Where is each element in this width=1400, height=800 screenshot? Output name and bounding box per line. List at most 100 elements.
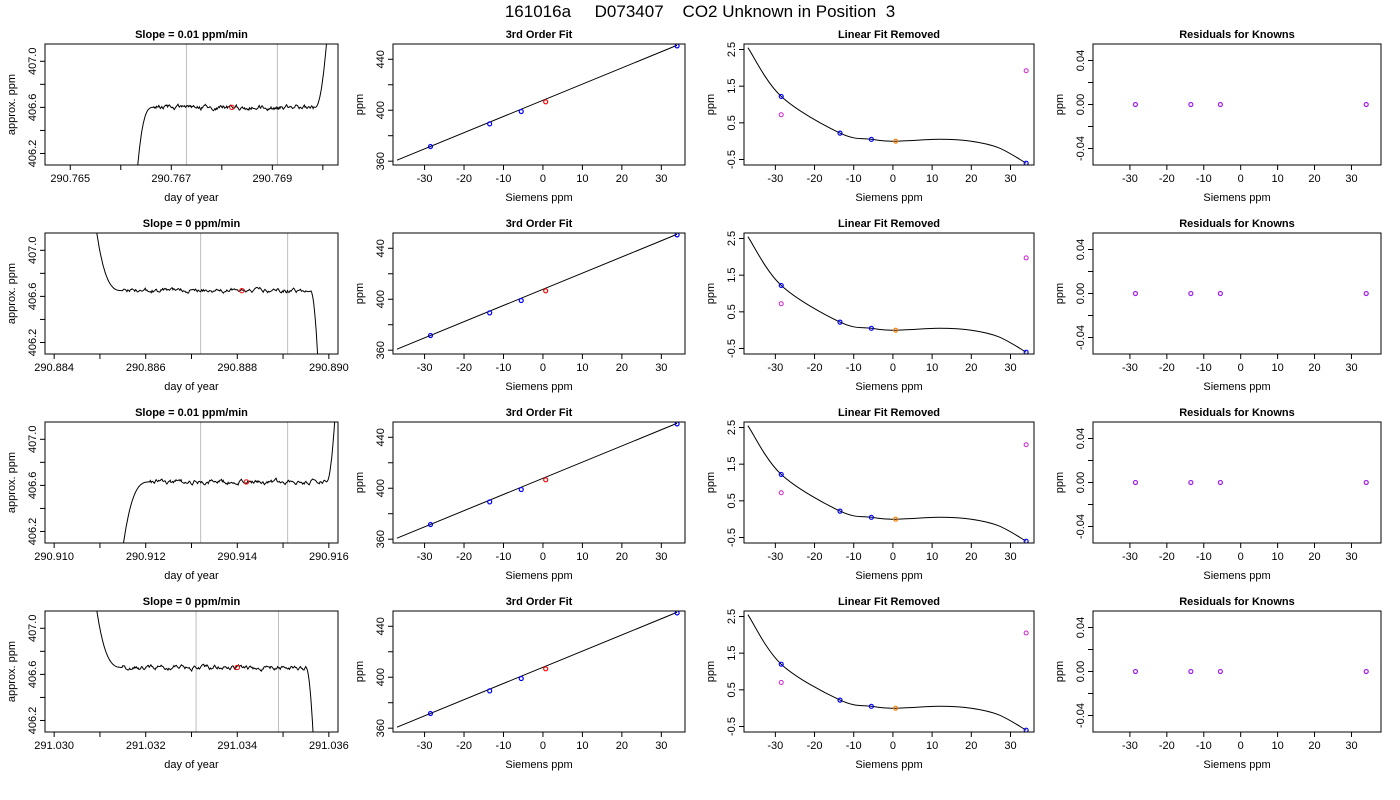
known-point bbox=[427, 143, 434, 150]
y-tick-label: -0.04 bbox=[1075, 514, 1087, 539]
x-tick-label: 290.884 bbox=[34, 362, 74, 374]
known-point bbox=[868, 514, 874, 520]
x-axis-label: day of year bbox=[164, 570, 219, 582]
x-axis-label: day of year bbox=[164, 759, 219, 771]
x-tick-label: 30 bbox=[1004, 173, 1016, 185]
panel-title: 3rd Order Fit bbox=[506, 407, 573, 419]
y-tick-label: 1.5 bbox=[726, 79, 738, 94]
x-tick-label: -30 bbox=[1122, 173, 1138, 185]
unknown-point bbox=[543, 99, 549, 105]
fit-line bbox=[396, 44, 678, 161]
y-tick-label: 406.6 bbox=[27, 94, 39, 122]
x-tick-label: 20 bbox=[965, 362, 977, 374]
known-point bbox=[487, 499, 493, 505]
raw-known-point bbox=[778, 112, 784, 118]
residual-point bbox=[1217, 101, 1223, 108]
residual-point bbox=[1363, 668, 1369, 675]
y-tick-label: 407.0 bbox=[27, 426, 39, 454]
plot-area bbox=[396, 233, 680, 350]
raw-known-point bbox=[778, 301, 784, 307]
plot-frame bbox=[1092, 421, 1382, 544]
x-tick-label: 20 bbox=[1308, 362, 1320, 374]
y-axis-label: ppm bbox=[705, 283, 717, 304]
x-tick-label: -20 bbox=[807, 551, 823, 563]
plot-area bbox=[1132, 479, 1369, 486]
unknown-point bbox=[543, 477, 549, 483]
x-tick-label: 291.036 bbox=[309, 740, 349, 752]
known-point bbox=[1023, 160, 1029, 165]
fit-line bbox=[396, 233, 678, 350]
x-tick-label: -10 bbox=[496, 362, 512, 374]
unknown-marker bbox=[234, 664, 240, 671]
x-tick-label: -10 bbox=[846, 362, 862, 374]
y-tick-label: 1.5 bbox=[726, 457, 738, 472]
x-tick-label: 291.034 bbox=[217, 740, 257, 752]
fit-line bbox=[396, 611, 678, 728]
plot-frame bbox=[743, 232, 1035, 355]
x-tick-label: -10 bbox=[846, 740, 862, 752]
panel-r1-c4: Residuals for Knowns Siemens ppm ppm -30 -20… bbox=[1054, 29, 1382, 204]
cubic-curve bbox=[747, 425, 1027, 542]
y-tick-label: 0.5 bbox=[726, 304, 738, 319]
panel-title: Residuals for Knowns bbox=[1179, 29, 1295, 41]
x-tick-label: 290.886 bbox=[126, 362, 166, 374]
x-tick-label: 290.769 bbox=[252, 173, 292, 185]
x-tick-label: 20 bbox=[965, 551, 977, 563]
x-tick-label: -30 bbox=[1122, 551, 1138, 563]
x-tick-label: -20 bbox=[456, 362, 472, 374]
x-tick-label: -30 bbox=[417, 740, 433, 752]
residual-point bbox=[1363, 101, 1369, 108]
plot-frame bbox=[743, 610, 1035, 733]
x-tick-label: 30 bbox=[1345, 173, 1357, 185]
cubic-curve bbox=[747, 236, 1027, 353]
x-tick-label: 290.914 bbox=[217, 551, 257, 563]
panel-r1-c2: 3rd Order Fit Siemens ppm ppm -30 -20 -10 0 10 2… bbox=[354, 29, 686, 204]
y-tick-label: -0.04 bbox=[1075, 136, 1087, 161]
x-tick-label: 0 bbox=[540, 740, 546, 752]
panel-title: Residuals for Knowns bbox=[1179, 596, 1295, 608]
x-tick-label: 10 bbox=[576, 362, 588, 374]
panel-title: Linear Fit Removed bbox=[838, 29, 940, 41]
residual-point bbox=[1132, 668, 1139, 675]
residual-point bbox=[1217, 479, 1223, 486]
panel-r2-c2: 3rd Order Fit Siemens ppm ppm -30 -20 -10 0 10 2… bbox=[354, 218, 686, 393]
y-tick-label: -0.5 bbox=[726, 717, 738, 736]
y-tick-label: 407.0 bbox=[27, 237, 39, 265]
residual-point bbox=[1132, 479, 1139, 486]
y-tick-label: -0.04 bbox=[1075, 703, 1087, 728]
x-tick-label: -30 bbox=[767, 740, 783, 752]
x-tick-label: -30 bbox=[767, 551, 783, 563]
known-point bbox=[674, 611, 680, 616]
panel-title: Slope = 0.01 ppm/min bbox=[135, 29, 248, 41]
plot-area bbox=[747, 614, 1029, 732]
y-tick-label: 400 bbox=[375, 290, 387, 308]
x-axis-label: Siemens ppm bbox=[1203, 759, 1270, 771]
x-tick-label: 30 bbox=[1004, 740, 1016, 752]
residual-point bbox=[1188, 290, 1194, 297]
residual-point bbox=[1363, 290, 1369, 297]
known-point bbox=[778, 661, 784, 667]
panel-r2-c1: Slope = 0 ppm/min day of year approx. ppm 2… bbox=[6, 218, 349, 393]
plot-frame bbox=[44, 232, 339, 355]
x-tick-label: 0 bbox=[890, 740, 896, 752]
known-point bbox=[837, 508, 843, 514]
residual-point bbox=[1363, 479, 1369, 486]
y-axis-label: ppm bbox=[354, 283, 366, 304]
ppm-trace bbox=[123, 422, 336, 543]
x-tick-label: 291.032 bbox=[126, 740, 166, 752]
y-tick-label: 400 bbox=[375, 668, 387, 686]
residual-point bbox=[1132, 290, 1139, 297]
x-tick-label: -20 bbox=[1159, 551, 1175, 563]
y-tick-label: 406.2 bbox=[27, 707, 39, 735]
ppm-trace bbox=[96, 611, 314, 732]
plot-area bbox=[396, 422, 680, 539]
residual-point bbox=[1188, 668, 1194, 675]
residual-point bbox=[1217, 290, 1223, 297]
y-tick-label: 440 bbox=[375, 428, 387, 446]
y-axis-label: ppm bbox=[705, 472, 717, 493]
x-tick-label: -10 bbox=[1196, 173, 1212, 185]
y-tick-label: 2.5 bbox=[726, 609, 738, 624]
ppm-trace bbox=[96, 233, 319, 354]
y-tick-label: 400 bbox=[375, 101, 387, 119]
